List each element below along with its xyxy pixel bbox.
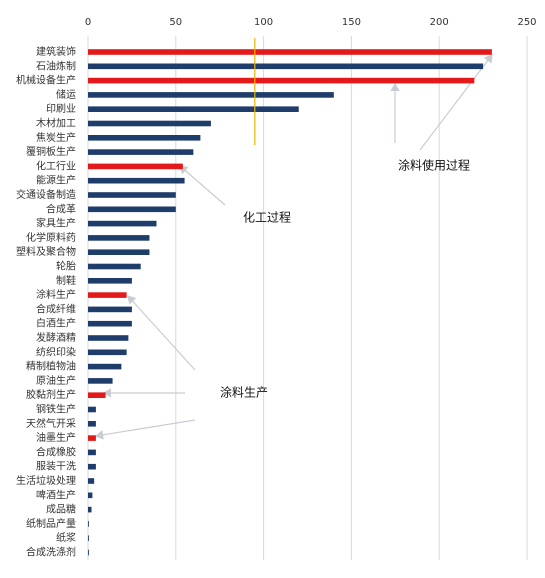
bar xyxy=(88,421,96,427)
y-tick-label: 油墨生产 xyxy=(36,431,76,444)
bar xyxy=(88,163,183,170)
y-tick-label: 家具生产 xyxy=(36,217,76,230)
annotation-arrows xyxy=(94,54,493,440)
y-tick-label: 机械设备生产 xyxy=(16,74,76,87)
x-tick-label: 250 xyxy=(517,17,536,28)
y-tick-label: 轮胎 xyxy=(56,260,76,273)
x-tick-label: 150 xyxy=(342,17,361,28)
y-tick-label: 化学原料药 xyxy=(26,231,76,244)
y-tick-label: 发酵酒精 xyxy=(36,331,76,344)
y-tick-label: 胶黏剂生产 xyxy=(26,388,76,401)
bar xyxy=(88,206,176,213)
bar xyxy=(88,349,127,356)
bar xyxy=(88,220,157,227)
bar xyxy=(88,149,194,155)
bar xyxy=(88,278,132,284)
y-tick-label: 合成洗涤剂 xyxy=(26,546,76,559)
y-tick-label: 成品糖 xyxy=(46,503,76,516)
y-tick-label: 塑料及聚合物 xyxy=(16,245,76,258)
bar xyxy=(88,106,299,112)
y-tick-label: 纺织印染 xyxy=(36,345,76,358)
bar xyxy=(88,77,475,84)
annotation: 涂料使用过程 xyxy=(398,158,470,173)
bar xyxy=(88,435,96,441)
bar xyxy=(88,549,89,556)
bar xyxy=(88,120,211,127)
y-tick-label: 啤酒生产 xyxy=(36,488,76,501)
y-tick-label: 纸浆 xyxy=(56,531,76,544)
y-tick-label: 石油炼制 xyxy=(36,59,76,72)
bar xyxy=(88,478,95,484)
bar xyxy=(88,463,96,470)
bar xyxy=(88,363,122,370)
y-tick-label: 化工行业 xyxy=(36,159,76,172)
bar xyxy=(88,177,185,184)
y-tick-label: 纸制品产量 xyxy=(26,517,76,530)
bar xyxy=(88,63,484,70)
y-tick-label: 涂料生产 xyxy=(36,288,76,301)
y-tick-label: 生活垃圾处理 xyxy=(16,474,76,487)
y-tick-label: 钢铁生产 xyxy=(36,403,76,416)
y-tick-label: 合成橡胶 xyxy=(36,445,76,458)
y-tick-label: 印刷业 xyxy=(46,103,76,115)
bar xyxy=(88,378,113,384)
bar xyxy=(88,306,132,313)
bar xyxy=(88,521,89,527)
bar xyxy=(88,335,129,341)
y-tick-label: 精制植物油 xyxy=(26,360,76,373)
annotation: 化工过程 xyxy=(243,210,291,225)
bar xyxy=(88,249,150,255)
y-tick-label: 天然气开采 xyxy=(26,417,76,430)
bar xyxy=(88,535,89,541)
y-tick-label: 原油生产 xyxy=(36,374,76,387)
y-tick-label: 能源生产 xyxy=(36,174,76,187)
bar xyxy=(88,492,93,499)
y-tick-label: 服装干洗 xyxy=(36,460,76,473)
y-tick-label: 合成纤维 xyxy=(36,302,76,315)
y-tick-label: 覆铜板生产 xyxy=(26,145,76,158)
y-tick-label: 木材加工 xyxy=(36,117,76,130)
x-tick-label: 0 xyxy=(85,17,91,28)
bar xyxy=(88,449,96,456)
bar xyxy=(88,320,132,327)
bar xyxy=(88,292,127,298)
bar xyxy=(88,406,96,413)
bar xyxy=(88,92,334,98)
bar xyxy=(88,192,176,198)
y-tick-label: 交通设备制造 xyxy=(16,188,76,201)
annotation: 涂料生产 xyxy=(220,385,268,400)
x-tick-label: 100 xyxy=(254,17,273,28)
bar xyxy=(88,135,201,141)
bar xyxy=(88,506,92,513)
y-tick-label: 白酒生产 xyxy=(36,317,76,330)
y-tick-label: 建筑装饰 xyxy=(36,45,76,58)
bar xyxy=(88,263,141,270)
x-tick-label: 50 xyxy=(169,17,182,28)
x-tick-label: 200 xyxy=(430,17,449,28)
bar xyxy=(88,49,492,55)
y-tick-label: 储运 xyxy=(56,88,76,101)
y-tick-label: 合成革 xyxy=(46,202,76,215)
y-tick-label: 焦炭生产 xyxy=(36,131,76,144)
y-tick-label: 制鞋 xyxy=(56,274,76,287)
bar xyxy=(88,235,150,241)
bar xyxy=(88,392,106,398)
